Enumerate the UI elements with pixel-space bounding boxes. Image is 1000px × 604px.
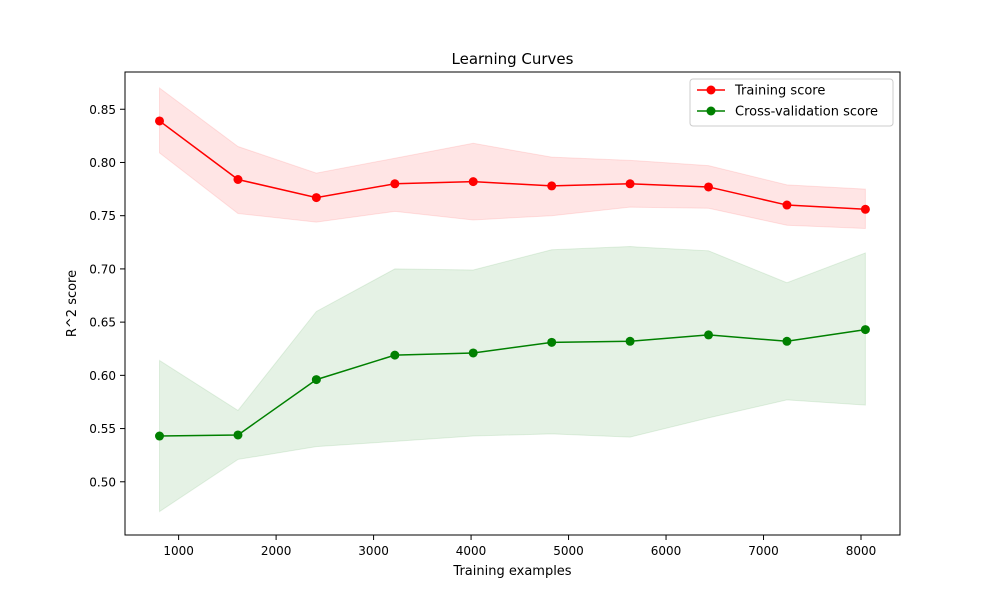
y-axis-ticks: 0.50 0.55 0.60 0.65 0.70 0.75 0.80 0.85	[89, 103, 125, 489]
cv-score-point	[547, 337, 557, 347]
x-axis-ticks: 1000 2000 3000 4000 5000 6000 7000 8000	[163, 535, 876, 558]
y-axis-label: R^2 score	[65, 270, 80, 337]
training-score-point	[782, 200, 792, 210]
training-score-point	[860, 204, 870, 214]
y-tick-label: 0.60	[89, 369, 116, 383]
x-tick-label: 3000	[358, 544, 389, 558]
plot-frame	[124, 71, 901, 536]
cv-score-point	[782, 336, 792, 346]
x-tick-label: 7000	[748, 544, 779, 558]
x-tick-label: 5000	[553, 544, 584, 558]
training-legend-marker	[706, 85, 716, 95]
training-score-point	[233, 175, 243, 184]
y-tick-label: 0.55	[89, 422, 116, 436]
training-legend-label: Training score	[734, 84, 825, 99]
series-lines	[159, 120, 866, 437]
series-points	[155, 116, 870, 441]
y-tick-label: 0.80	[89, 156, 116, 170]
x-tick-label: 4000	[456, 544, 487, 558]
legend-entries: Training score Cross-validation score	[697, 84, 878, 120]
confidence-bands	[159, 86, 866, 513]
y-tick-label: 0.70	[89, 262, 116, 276]
y-tick-label: 0.75	[89, 209, 116, 223]
x-tick-label: 1000	[163, 544, 194, 558]
training-score-point	[311, 193, 321, 203]
x-tick-label: 6000	[651, 544, 682, 558]
cv-score-point	[311, 375, 321, 385]
cv-score-point	[704, 330, 714, 340]
training-score-line	[159, 120, 866, 211]
cv-legend-label: Cross-validation score	[735, 105, 878, 120]
cv-score-point	[233, 430, 243, 440]
training-score-band	[159, 86, 866, 229]
training-score-point	[390, 179, 400, 189]
training-score-point	[704, 182, 714, 192]
cv-score-point	[155, 431, 165, 441]
legend: Training score Cross-validation score	[689, 78, 894, 127]
x-tick-label: 8000	[846, 544, 877, 558]
training-score-point	[155, 116, 165, 126]
cv-score-band	[159, 246, 866, 513]
y-tick-label: 0.65	[89, 316, 116, 330]
cv-legend-marker	[706, 106, 716, 116]
x-axis-label: Training examples	[452, 564, 571, 579]
y-tick-label: 0.50	[89, 475, 116, 489]
training-score-point	[625, 179, 635, 189]
cv-score-point	[468, 348, 478, 358]
y-tick-label: 0.85	[89, 103, 116, 117]
legend-box	[689, 78, 894, 127]
chart-title: Learning Curves	[452, 50, 574, 68]
x-tick-label: 2000	[261, 544, 292, 558]
cv-score-point	[860, 325, 870, 335]
cv-score-point	[625, 336, 635, 346]
cv-score-line	[159, 328, 866, 437]
training-score-point	[468, 177, 478, 187]
cv-score-point	[390, 350, 400, 360]
training-score-point	[547, 181, 557, 191]
